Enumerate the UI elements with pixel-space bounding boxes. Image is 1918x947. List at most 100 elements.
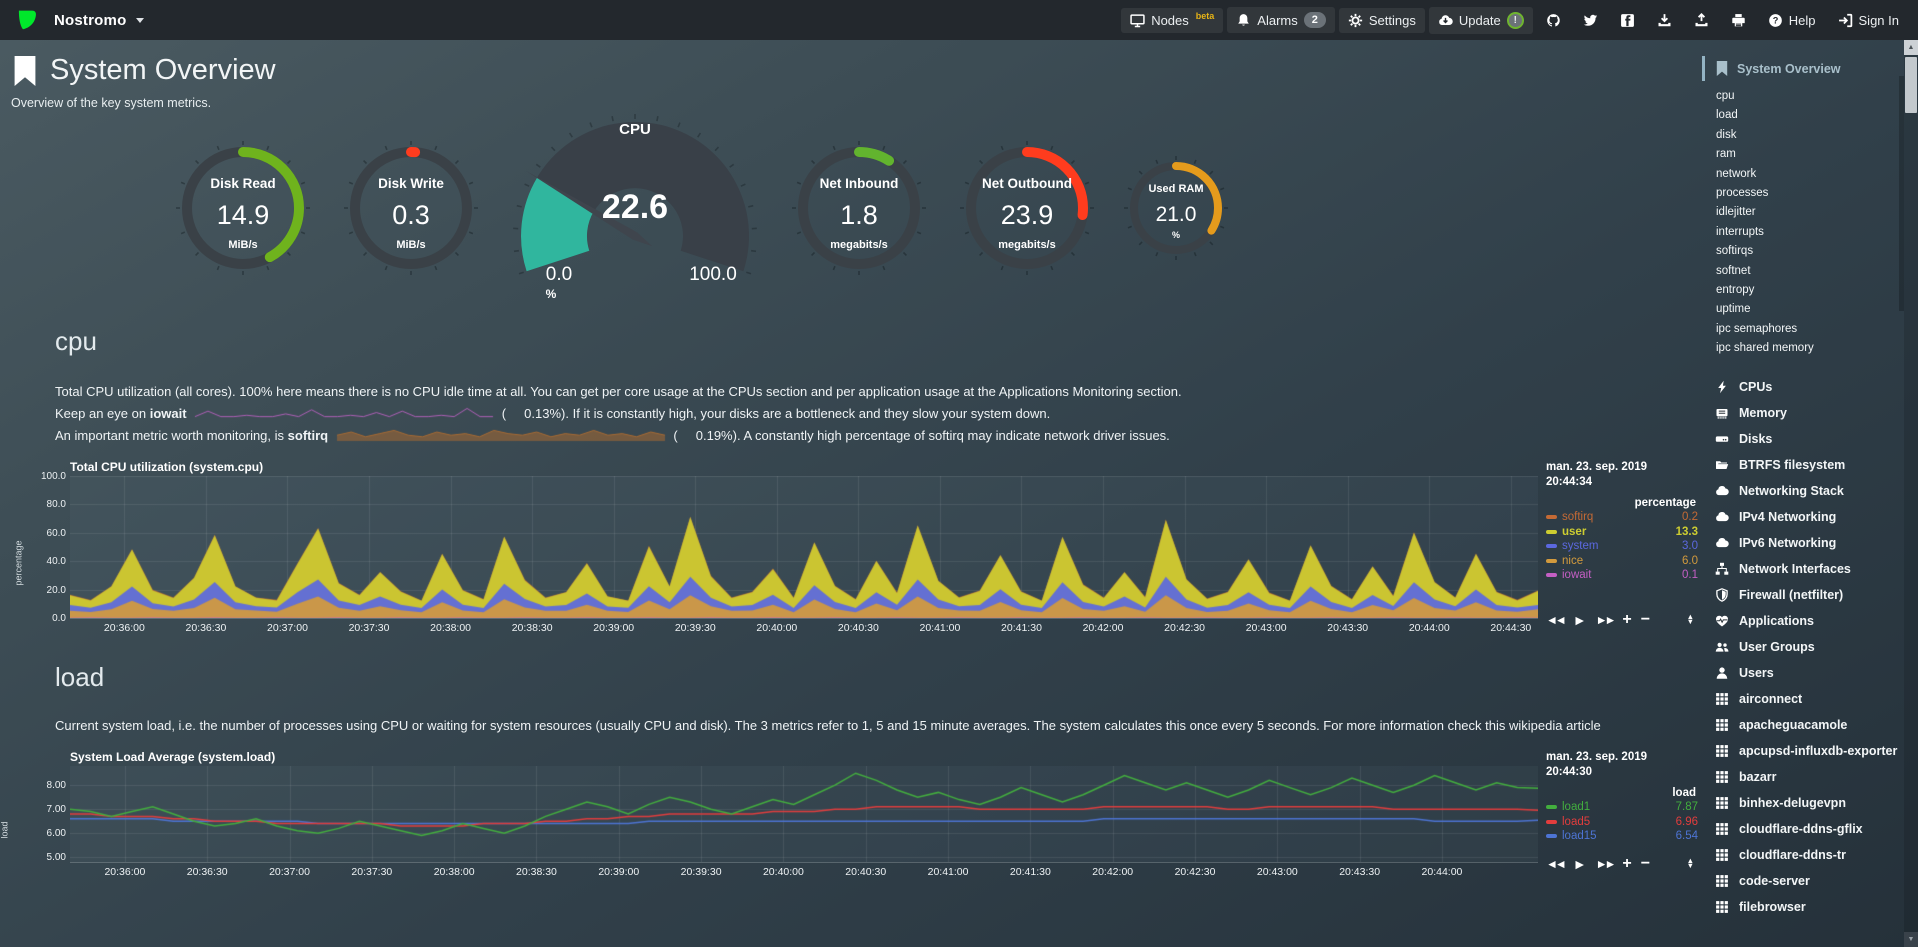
nav-help-button[interactable]: ? Help — [1759, 8, 1825, 33]
sidebar-subitem-entropy[interactable]: entropy — [1716, 284, 1755, 297]
sidebar-scrollbar[interactable] — [1899, 76, 1904, 311]
bookmark-icon — [13, 55, 37, 86]
load-chart-plot[interactable]: 20:36:00 20:36:30 20:37:00 20:37:30 20:38:00… — [70, 766, 1538, 884]
load-chart-canvas[interactable] — [70, 766, 1538, 863]
sidebar-item-btrfs-filesystem[interactable]: BTRFS filesystem — [1702, 453, 1904, 479]
cpu-chart-plot[interactable]: 20:36:00 20:36:30 20:37:00 20:37:30 20:38:00… — [70, 476, 1538, 640]
sidebar-item-network-interfaces[interactable]: Network Interfaces — [1702, 557, 1904, 583]
cpu-gauge[interactable]: CPU 22.6 0.0 100.0% — [504, 114, 766, 302]
legend-item-load1[interactable]: load1 7.87 — [1546, 800, 1698, 815]
disk-read-gauge[interactable]: Disk Read 14.9 MiB/s — [168, 133, 318, 283]
legend-item-user[interactable]: user 13.3 — [1546, 525, 1698, 540]
page-scrollbar[interactable]: ▲ ▼ — [1904, 40, 1918, 947]
sidebar-item-ipv4-networking[interactable]: IPv4 Networking — [1702, 505, 1904, 531]
grid-icon — [1715, 692, 1729, 706]
net-outbound-gauge[interactable]: Net Outbound 23.9 megabits/s — [952, 133, 1102, 283]
sidebar-subitem-load[interactable]: load — [1716, 109, 1738, 122]
sidebar-item-firewall-netfilter-[interactable]: Firewall (netfilter) — [1702, 583, 1904, 609]
pan-forward-button[interactable]: ►► — [1595, 856, 1617, 871]
sidebar-item-airconnect[interactable]: airconnect — [1702, 687, 1904, 713]
sidebar-item-networking-stack[interactable]: Networking Stack — [1702, 479, 1904, 505]
sidebar-item-users[interactable]: Users — [1702, 661, 1904, 687]
legend-item-softirq[interactable]: softirq 0.2 — [1546, 510, 1698, 525]
load-chart: System Load Average (system.load) load 5… — [0, 750, 1698, 884]
sidebar-item-user-groups[interactable]: User Groups — [1702, 635, 1904, 661]
brand[interactable]: Nostromo — [10, 7, 145, 33]
sidebar-subitem-interrupts[interactable]: interrupts — [1716, 225, 1764, 238]
scroll-up-button[interactable]: ▲ — [1904, 40, 1918, 55]
pan-forward-button[interactable]: ►► — [1595, 612, 1617, 627]
legend-item-load5[interactable]: load5 6.96 — [1546, 815, 1698, 830]
nav-settings-button[interactable]: Settings — [1338, 7, 1425, 33]
sidebar-item-bazarr[interactable]: bazarr — [1702, 765, 1904, 791]
sidebar-item-label: Users — [1739, 666, 1774, 681]
nav-download-button[interactable] — [1648, 8, 1681, 33]
svg-text:0.3: 0.3 — [392, 200, 430, 230]
nav-print-button[interactable] — [1722, 8, 1755, 33]
page-title: System Overview — [50, 54, 276, 86]
zoom-in-button[interactable]: + — [1622, 611, 1632, 628]
sidebar-item-filebrowser[interactable]: filebrowser — [1702, 895, 1904, 921]
sidebar-item-cloudflare-ddns-tr[interactable]: cloudflare-ddns-tr — [1702, 843, 1904, 869]
legend-item-system[interactable]: system 3.0 — [1546, 539, 1698, 554]
sidebar-subitem-disk[interactable]: disk — [1716, 128, 1737, 141]
grid-icon — [1715, 770, 1729, 784]
resize-handle[interactable]: ▲ ▼ — [1686, 612, 1694, 626]
sidebar-subitem-softirqs[interactable]: softirqs — [1716, 245, 1754, 258]
sidebar-item-applications[interactable]: Applications — [1702, 609, 1904, 635]
nav-twitter-button[interactable] — [1574, 8, 1607, 33]
play-button[interactable]: ► — [1572, 855, 1587, 872]
legend-item-load15[interactable]: load15 6.54 — [1546, 829, 1698, 844]
pan-backward-button[interactable]: ◄◄ — [1546, 856, 1567, 871]
sidebar-item-ipv6-networking[interactable]: IPv6 Networking — [1702, 531, 1904, 557]
svg-text:22.6: 22.6 — [602, 188, 668, 226]
sidebar-item-system-overview[interactable]: System Overview — [1702, 56, 1904, 81]
sidebar-item-cpus[interactable]: CPUs — [1702, 375, 1904, 401]
x-tick: 20:43:00 — [1245, 622, 1287, 634]
sidebar-subitem-processes[interactable]: processes — [1716, 187, 1769, 200]
cpu-chart-canvas[interactable] — [70, 476, 1538, 619]
nav-alarms-button[interactable]: Alarms 2 — [1227, 7, 1335, 33]
zoom-out-button[interactable]: − — [1640, 611, 1651, 628]
x-tick: 20:44:30 — [1490, 622, 1532, 634]
sidebar-subitem-network[interactable]: network — [1716, 167, 1757, 180]
netdata-logo — [14, 7, 40, 33]
sidebar-subitem-cpu[interactable]: cpu — [1716, 90, 1735, 102]
sidebar-item-code-server[interactable]: code-server — [1702, 869, 1904, 895]
scroll-down-button[interactable]: ▼ — [1904, 932, 1918, 947]
pan-backward-button[interactable]: ◄◄ — [1546, 612, 1567, 627]
nav-update-button[interactable]: Update! — [1428, 6, 1533, 34]
sidebar-item-disks[interactable]: Disks — [1702, 427, 1904, 453]
scrollbar-thumb[interactable] — [1905, 57, 1917, 113]
resize-handle[interactable]: ▲ ▼ — [1686, 856, 1694, 870]
nav-nodes-button[interactable]: Nodes beta — [1121, 7, 1224, 33]
play-button[interactable]: ► — [1572, 611, 1587, 628]
nav-upload-button[interactable] — [1685, 8, 1718, 33]
legend-item-iowait[interactable]: iowait 0.1 — [1546, 568, 1698, 583]
sidebar-item-binhex-delugevpn[interactable]: binhex-delugevpn — [1702, 791, 1904, 817]
nav-facebook-button[interactable] — [1611, 8, 1644, 33]
download-icon — [1657, 13, 1672, 28]
legend-item-nice[interactable]: nice 6.0 — [1546, 554, 1698, 569]
svg-text:CPU: CPU — [619, 121, 651, 138]
nav-sign-in-button[interactable]: Sign In — [1829, 8, 1908, 33]
zoom-out-button[interactable]: − — [1640, 855, 1651, 872]
sidebar-subitem-softnet[interactable]: softnet — [1716, 264, 1751, 277]
sidebar-item-label: Networking Stack — [1739, 484, 1844, 499]
sidebar-subitem-ram[interactable]: ram — [1716, 148, 1736, 161]
sidebar-subitem-idlejitter[interactable]: idlejitter — [1716, 206, 1756, 219]
sidebar-subitem-uptime[interactable]: uptime — [1716, 303, 1751, 316]
sidebar-subitem-ipc-shared-memory[interactable]: ipc shared memory — [1716, 342, 1814, 355]
net-inbound-gauge[interactable]: Net Inbound 1.8 megabits/s — [784, 133, 934, 283]
svg-text:Used RAM: Used RAM — [1148, 183, 1203, 195]
sidebar-item-memory[interactable]: Memory — [1702, 401, 1904, 427]
sidebar-item-apacheguacamole[interactable]: apacheguacamole — [1702, 713, 1904, 739]
zoom-in-button[interactable]: + — [1622, 855, 1632, 872]
sidebar-item-cloudflare-ddns-gflix[interactable]: cloudflare-ddns-gflix — [1702, 817, 1904, 843]
disk-write-gauge[interactable]: Disk Write 0.3 MiB/s — [336, 133, 486, 283]
sidebar-subitem-ipc-semaphores[interactable]: ipc semaphores — [1716, 322, 1798, 335]
nav-github-button[interactable] — [1537, 8, 1570, 33]
used-ram-gauge[interactable]: Used RAM 21.0% — [1120, 152, 1232, 264]
hostname-dropdown[interactable]: Nostromo — [54, 12, 145, 29]
sidebar-item-apcupsd-influxdb-exporter[interactable]: apcupsd-influxdb-exporter — [1702, 739, 1904, 765]
